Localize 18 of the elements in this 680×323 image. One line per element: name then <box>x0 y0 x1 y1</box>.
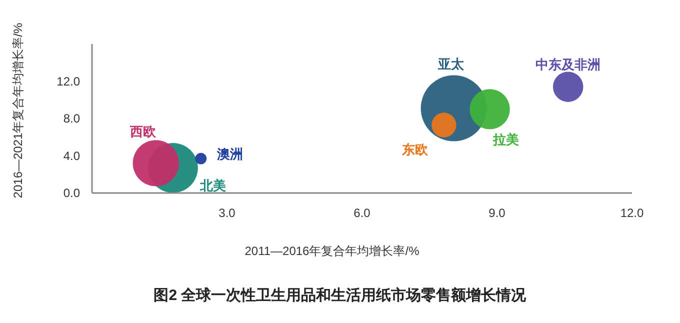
x-tick-label: 12.0 <box>620 206 644 220</box>
series-label: 东欧 <box>400 142 429 158</box>
text: 图2 全球一次性卫生用品和生活用纸市场零售额增长情况 <box>154 286 528 304</box>
series-label: 澳洲 <box>216 146 243 162</box>
y-tick-label: 0.0 <box>63 186 80 200</box>
y-tick-label: 12.0 <box>56 74 80 88</box>
series-label: 拉美 <box>492 132 519 148</box>
series-label: 亚太 <box>436 56 465 72</box>
y-axis-title: 2016—2021年复合年均增长率/% <box>11 22 25 198</box>
series-label: 北美 <box>199 178 226 193</box>
y-tick-label: 4.0 <box>63 148 80 163</box>
x-tick-label: 3.0 <box>218 206 236 220</box>
x-axis-title: 2011—2016年复合年均增长率/% <box>244 244 420 258</box>
y-tick-label: 8.0 <box>63 112 80 126</box>
series-label: 西欧 <box>128 124 157 140</box>
x-tick-label: 9.0 <box>488 206 506 220</box>
x-tick-label: 6.0 <box>354 206 371 220</box>
series-label: 中东及非洲 <box>536 56 601 72</box>
